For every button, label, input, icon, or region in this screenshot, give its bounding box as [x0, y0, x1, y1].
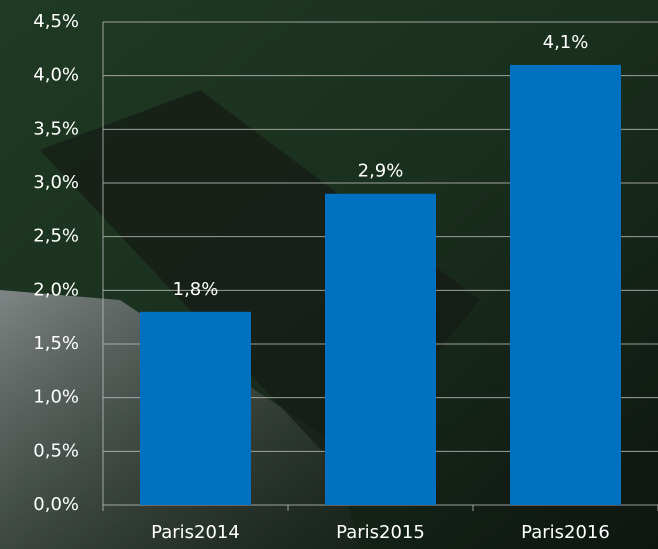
x-tick-label: Paris2016 [521, 522, 610, 543]
x-tick-label: Paris2015 [336, 522, 425, 543]
x-tick-label: Paris2014 [151, 522, 240, 543]
y-tick-label: 4,0% [33, 65, 79, 86]
data-label: 1,8% [173, 279, 219, 300]
y-tick-label: 3,0% [33, 172, 79, 193]
bar [140, 311, 251, 505]
y-tick-label: 4,5% [33, 11, 79, 32]
bar [325, 193, 436, 505]
bar [510, 64, 621, 505]
y-tick-label: 2,0% [33, 279, 79, 300]
y-tick-label: 3,5% [33, 118, 79, 139]
y-tick-label: 0,0% [33, 494, 79, 515]
data-label: 2,9% [358, 161, 404, 182]
y-tick-label: 0,5% [33, 440, 79, 461]
y-tick-label: 1,5% [33, 333, 79, 354]
y-tick-label: 1,0% [33, 387, 79, 408]
data-label: 4,1% [543, 32, 589, 53]
y-tick-label: 2,5% [33, 226, 79, 247]
